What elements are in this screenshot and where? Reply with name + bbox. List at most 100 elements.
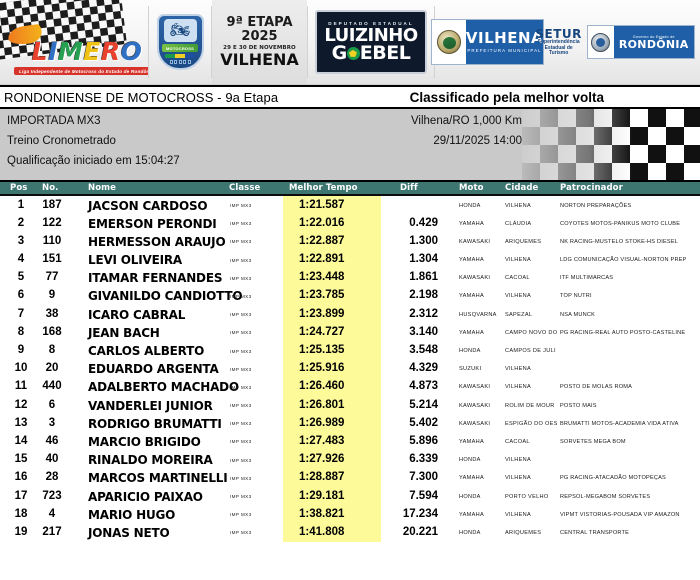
table-row[interactable]: 12 6 VANDERLEI JUNIOR IMP MX3 1:26.801 5.214 K… (0, 396, 700, 415)
cell-name: EDUARDO ARGENTA (88, 362, 219, 377)
cell-name: ICARO CABRAL (88, 307, 186, 322)
cell-classe: IMP MX3 (230, 403, 252, 409)
limero-letter-e: E (83, 36, 101, 66)
cell-pos: 11 (14, 380, 28, 393)
cell-moto: KAWASAKI (459, 238, 491, 245)
best-time-highlight (283, 305, 381, 324)
cell-diff: 6.339 (409, 453, 438, 466)
table-row[interactable]: 17 723 APARICIO PAIXAO IMP MX3 1:29.181 7.594… (0, 487, 700, 506)
cell-name: VANDERLEI JUNIOR (88, 398, 213, 413)
cell-diff: 2.312 (409, 307, 438, 320)
cell-pos: 17 (14, 489, 28, 502)
best-time-highlight (283, 487, 381, 506)
cell-classe: IMP MX3 (230, 421, 252, 427)
cell-classe: IMP MX3 (230, 475, 252, 481)
cell-pos: 7 (17, 307, 25, 320)
best-time-highlight (283, 523, 381, 542)
table-row[interactable]: 2 122 EMERSON PERONDI IMP MX3 1:22.016 0.429 Y… (0, 214, 700, 233)
column-header-classe: Classe (229, 183, 261, 193)
cell-name: MARCIO BRIGIDO (88, 434, 201, 449)
table-row[interactable]: 3 110 HERMESSON ARAUJO IMP MX3 1:22.887 1.300… (0, 232, 700, 251)
qualification-start-label: Qualificação iniciado em 15:04:27 (7, 155, 180, 167)
cell-diff: 4.329 (409, 362, 438, 375)
cell-number: 8 (48, 344, 56, 356)
cell-classe: IMP MX3 (230, 293, 252, 299)
cell-diff: 5.896 (409, 434, 438, 447)
cell-best-time: 1:27.926 (299, 453, 345, 466)
cell-number: 122 (42, 216, 62, 229)
table-row[interactable]: 15 40 RINALDO MOREIRA IMP MX3 1:27.926 6.339 H… (0, 450, 700, 469)
table-row[interactable]: 14 46 MARCIO BRIGIDO IMP MX3 1:27.483 5.896 YA… (0, 432, 700, 451)
table-row[interactable]: 8 168 JEAN BACH IMP MX3 1:24.727 3.140 YAMAHA C… (0, 323, 700, 342)
table-row[interactable]: 9 8 CARLOS ALBERTO IMP MX3 1:25.135 3.548 HOND… (0, 341, 700, 360)
cell-pos: 12 (14, 398, 28, 411)
table-row[interactable]: 19 217 JONAS NETO IMP MX3 1:41.808 20.221 HOND… (0, 523, 700, 542)
cell-best-time: 1:26.801 (299, 398, 345, 411)
luizinho-name: LUIZINHO (324, 24, 418, 46)
best-time-highlight (283, 377, 381, 397)
category-label: IMPORTADA MX3 (7, 115, 101, 127)
best-time-highlight (283, 341, 381, 360)
cell-cidade: ROLIM DE MOUR (505, 402, 555, 409)
vilhena-prefeitura-logo: VILHENA PREFEITURA MUNICIPAL (430, 0, 545, 84)
motocross-badge-label: MOTOCROSS (162, 44, 198, 52)
cell-patrocinador: PG RACING-ATACADÃO MOTOPEÇAS (560, 475, 666, 482)
governo-label: Governo do Estado de (632, 34, 675, 39)
cell-best-time: 1:29.181 (299, 489, 345, 502)
best-time-highlight (283, 505, 381, 524)
cell-best-time: 1:23.785 (299, 289, 345, 302)
cell-name: HERMESSON ARAUJO (88, 234, 226, 249)
table-row[interactable]: 5 77 ITAMAR FERNANDES IMP MX3 1:23.448 1.861 K… (0, 268, 700, 287)
cell-classe: IMP MX3 (230, 530, 252, 536)
table-row[interactable]: 10 20 EDUARDO ARGENTA IMP MX3 1:25.916 4.329 S… (0, 359, 700, 378)
cell-moto: YAMAHA (459, 293, 485, 300)
setur-rondonia-logo: SETUR Superintendência Estadual de Turis… (535, 0, 695, 84)
cell-diff: 5.402 (409, 416, 438, 429)
cell-classe: IMP MX3 (230, 275, 252, 281)
column-header-no: No. (42, 183, 59, 193)
limero-letter-i: I (48, 36, 58, 66)
cell-pos: 15 (14, 453, 28, 466)
cell-moto: YAMAHA (459, 220, 485, 227)
cell-best-time: 1:41.808 (299, 525, 345, 538)
cell-classe: IMP MX3 (230, 366, 252, 372)
cell-pos: 8 (17, 325, 25, 338)
cell-name: MARIO HUGO (88, 507, 176, 522)
cell-diff: 1.304 (409, 253, 438, 266)
best-time-highlight (283, 286, 381, 306)
cell-best-time: 1:22.891 (299, 253, 345, 266)
cell-moto: YAMAHA (459, 438, 485, 445)
cell-classe: IMP MX3 (230, 239, 252, 245)
cell-number: 77 (45, 271, 59, 284)
best-time-highlight (283, 268, 381, 287)
cell-pos: 2 (17, 216, 25, 229)
best-time-highlight (283, 396, 381, 415)
table-row[interactable]: 16 28 MARCOS MARTINELLI IMP MX3 1:28.887 7.30… (0, 468, 700, 487)
table-row[interactable]: 4 151 LEVI OLIVEIRA IMP MX3 1:22.891 1.304 YAM… (0, 250, 700, 269)
cell-cidade: VILHENA (505, 366, 532, 373)
cell-number: 28 (45, 471, 59, 484)
cell-diff: 2.198 (409, 289, 438, 302)
table-row[interactable]: 6 9 GIVANILDO CANDIOTTO IMP MX3 1:23.785 2.19… (0, 286, 700, 306)
cell-patrocinador: ITF MULTIMARCAS (560, 275, 614, 282)
table-row[interactable]: 11 440 ADALBERTO MACHADO IMP MX3 1:26.460 4.8… (0, 377, 700, 397)
cell-patrocinador: COYOTES MOTOS-PANIKUS MOTO CLUBE (560, 220, 681, 227)
cell-moto: SUZUKI (459, 366, 482, 373)
cell-best-time: 1:27.483 (299, 434, 345, 447)
table-row[interactable]: 18 4 MARIO HUGO IMP MX3 1:38.821 17.234 YAMAHA… (0, 505, 700, 524)
setur-sub: Superintendência Estadual de Turismo (537, 39, 580, 56)
cell-patrocinador: LDG COMUNICAÇÃO VISUAL-NORTON PREP (560, 257, 687, 264)
best-time-highlight (283, 414, 381, 433)
cell-best-time: 1:25.916 (299, 362, 345, 375)
rondonia-name: RONDÔNIA (618, 37, 689, 51)
cell-cidade: VILHENA (505, 257, 532, 264)
cell-number: 151 (42, 253, 62, 266)
table-row[interactable]: 1 187 JACSON CARDOSO IMP MX3 1:21.587 HONDA VI… (0, 196, 700, 215)
column-header-nome: Nome (88, 183, 116, 193)
best-time-highlight (283, 450, 381, 469)
cell-number: 187 (42, 198, 62, 211)
table-row[interactable]: 7 38 ICARO CABRAL IMP MX3 1:23.899 2.312 HUSQV… (0, 305, 700, 324)
cell-classe: IMP MX3 (230, 494, 252, 499)
table-row[interactable]: 13 3 RODRIGO BRUMATTI IMP MX3 1:26.989 5.402 K… (0, 414, 700, 433)
cell-number: 3 (48, 416, 56, 429)
